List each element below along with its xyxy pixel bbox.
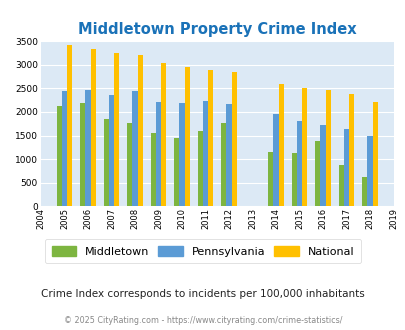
Bar [137, 55, 142, 206]
Bar [301, 88, 307, 206]
Bar [202, 101, 207, 206]
Bar [372, 102, 377, 206]
Bar [174, 138, 179, 206]
Bar [85, 90, 90, 206]
Bar [207, 70, 213, 206]
Bar [150, 133, 156, 206]
Bar [361, 177, 367, 206]
Bar [62, 91, 67, 206]
Bar [184, 67, 189, 206]
Bar [226, 104, 231, 206]
Bar [348, 94, 354, 206]
Bar [296, 121, 301, 206]
Bar [57, 106, 62, 206]
Bar [90, 49, 96, 206]
Bar [273, 114, 278, 206]
Bar [80, 103, 85, 206]
Bar [291, 153, 296, 206]
Bar [343, 129, 348, 206]
Bar [320, 125, 325, 206]
Bar [127, 123, 132, 206]
Bar [278, 84, 283, 206]
Bar [338, 165, 343, 206]
Title: Middletown Property Crime Index: Middletown Property Crime Index [78, 22, 356, 37]
Bar [114, 52, 119, 206]
Bar [67, 45, 72, 206]
Bar [197, 131, 202, 206]
Bar [179, 103, 184, 206]
Bar [325, 90, 330, 206]
Bar [367, 136, 372, 206]
Bar [103, 118, 109, 206]
Legend: Middletown, Pennsylvania, National: Middletown, Pennsylvania, National [45, 239, 360, 263]
Bar [132, 91, 137, 206]
Bar [161, 63, 166, 206]
Bar [109, 94, 114, 206]
Bar [231, 72, 236, 206]
Bar [221, 123, 226, 206]
Text: © 2025 CityRating.com - https://www.cityrating.com/crime-statistics/: © 2025 CityRating.com - https://www.city… [64, 316, 341, 325]
Bar [268, 152, 273, 206]
Bar [156, 102, 161, 206]
Text: Crime Index corresponds to incidents per 100,000 inhabitants: Crime Index corresponds to incidents per… [41, 289, 364, 299]
Bar [314, 141, 320, 206]
